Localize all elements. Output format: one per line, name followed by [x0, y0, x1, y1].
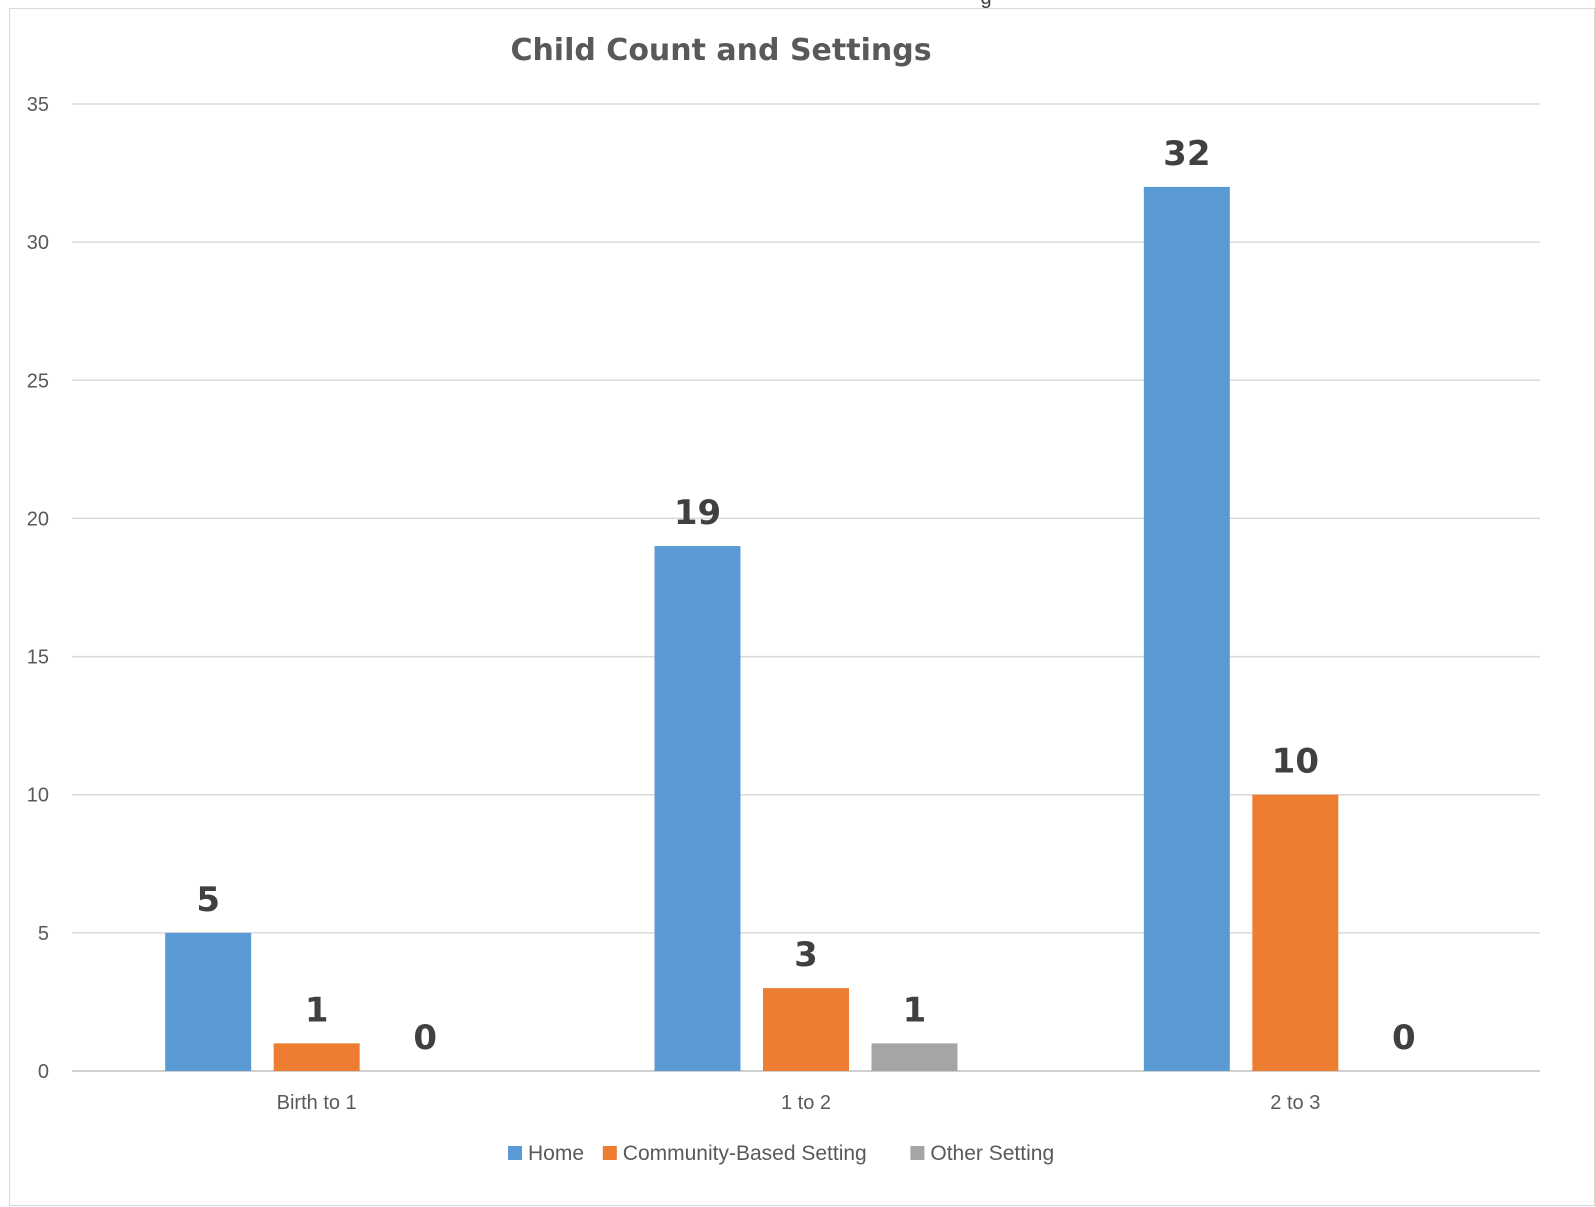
- data-label: 5: [196, 880, 220, 920]
- chart-title: Child Count and Settings: [510, 33, 931, 68]
- bars: [165, 186, 1339, 1071]
- x-tick-label: 1 to 2: [781, 1092, 831, 1114]
- data-label: 10: [1272, 742, 1319, 782]
- y-tick-label: 10: [27, 785, 49, 807]
- bar: [1252, 794, 1339, 1071]
- data-label: 3: [794, 935, 818, 975]
- bar: [871, 1043, 958, 1071]
- legend-swatch: [602, 1146, 617, 1160]
- y-axis-tick-labels: 0 5 10 15 20 25 30 35: [27, 94, 49, 1083]
- legend-swatch: [508, 1146, 522, 1160]
- data-label: 1: [903, 990, 927, 1030]
- legend: Home Community-Based Setting Other Setting: [508, 1142, 1054, 1165]
- bar: [654, 546, 741, 1071]
- bar: [1143, 186, 1230, 1071]
- top-cut-text: g: [980, 0, 991, 9]
- legend-label: Community-Based Setting: [623, 1142, 867, 1165]
- y-tick-label: 20: [27, 508, 49, 530]
- y-tick-label: 30: [27, 232, 49, 254]
- data-label: 0: [1392, 1018, 1416, 1058]
- bar: [763, 988, 849, 1071]
- x-axis-tick-labels: Birth to 1 1 to 2 2 to 3: [277, 1092, 1321, 1114]
- y-tick-label: 15: [27, 647, 49, 669]
- y-tick-label: 25: [27, 370, 49, 392]
- y-tick-label: 0: [38, 1061, 49, 1083]
- data-label: 1: [305, 990, 329, 1030]
- x-tick-label: 2 to 3: [1270, 1092, 1320, 1114]
- legend-swatch: [910, 1146, 925, 1160]
- y-tick-label: 5: [38, 923, 49, 945]
- x-tick-label: Birth to 1: [277, 1092, 357, 1114]
- data-label: 19: [674, 493, 721, 533]
- y-tick-label: 35: [27, 94, 49, 116]
- legend-label: Other Setting: [930, 1142, 1054, 1165]
- legend-label: Home: [528, 1142, 584, 1165]
- bar: [165, 932, 252, 1071]
- data-label: 32: [1163, 134, 1210, 174]
- data-label: 0: [413, 1018, 437, 1058]
- bar: [273, 1043, 360, 1071]
